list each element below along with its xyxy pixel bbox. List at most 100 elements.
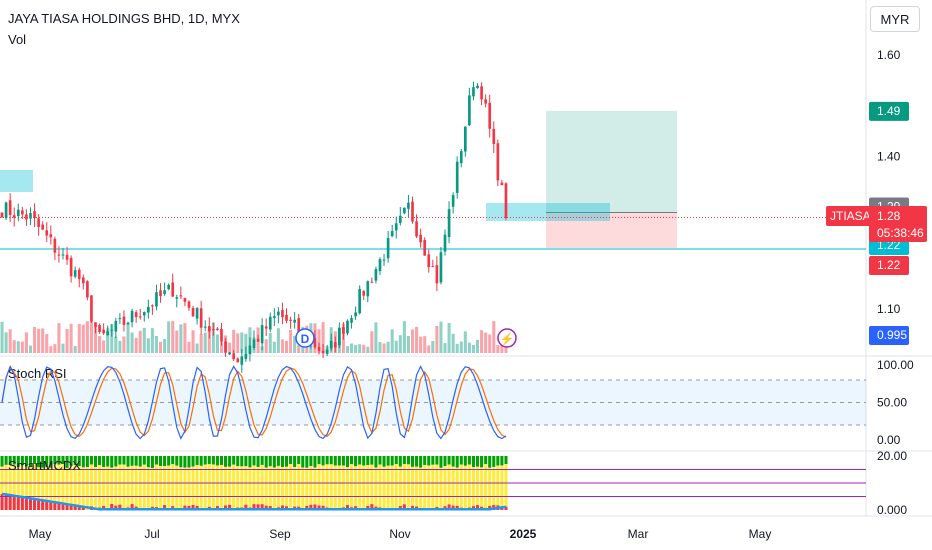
- candle-body: [106, 331, 110, 336]
- stoch-tick-label: 0.00: [877, 433, 901, 447]
- mcdx-bar-green: [207, 456, 211, 465]
- mcdx-bar-green: [20, 456, 24, 466]
- mcdx-bar-green: [398, 456, 402, 467]
- candle-body: [134, 312, 138, 318]
- mcdx-bar-green: [455, 456, 459, 468]
- mcdx-bar-yellow: [154, 464, 158, 510]
- mcdx-bar-yellow: [475, 466, 480, 510]
- mcdx-bar-red: [8, 495, 12, 510]
- mcdx-bar-yellow: [317, 464, 321, 510]
- volume-bar: [102, 340, 106, 353]
- dividend-marker: [295, 328, 315, 348]
- price-badge-label: 1.22: [877, 258, 901, 272]
- volume-bar: [207, 326, 211, 353]
- mcdx-bar-green: [81, 456, 85, 468]
- mcdx-bar-yellow: [146, 467, 150, 510]
- volume-bar: [431, 341, 435, 353]
- candle-body: [25, 214, 28, 220]
- mcdx-bar-yellow: [69, 465, 73, 510]
- volume-bar: [293, 335, 297, 353]
- candle-body: [390, 231, 394, 237]
- mcdx-bar-red: [504, 506, 508, 510]
- volume-bar: [142, 327, 146, 353]
- volume-bar: [366, 346, 370, 353]
- mcdx-bar-red: [130, 504, 134, 510]
- volume-label[interactable]: Vol: [8, 32, 27, 47]
- candle-body: [277, 311, 280, 316]
- mcdx-bar-yellow: [362, 465, 366, 510]
- mcdx-bar-green: [358, 456, 362, 465]
- volume-bar: [297, 345, 301, 353]
- mcdx-bar-yellow: [183, 467, 187, 510]
- mcdx-bar-yellow: [73, 465, 77, 510]
- mcdx-bar-yellow: [0, 466, 4, 510]
- mcdx-bar-green: [443, 456, 447, 467]
- mcdx-bar-green: [504, 456, 508, 465]
- volume-bar: [28, 345, 33, 353]
- volume-bar: [480, 330, 484, 353]
- mcdx-bar-green: [73, 456, 77, 466]
- mcdx-bar-green: [142, 456, 146, 465]
- symbol-title[interactable]: JAYA TIASA HOLDINGS BHD, 1D, MYX: [8, 11, 240, 26]
- candle-body: [285, 314, 288, 321]
- symbol-tag: [826, 206, 870, 226]
- mcdx-bar-green: [293, 456, 297, 468]
- mcdx-bar-yellow: [463, 465, 467, 510]
- mcdx-bar-yellow: [195, 465, 199, 510]
- mcdx-bar-yellow: [488, 467, 492, 510]
- mcdx-bar-green: [146, 456, 150, 468]
- mcdx-bar-red: [260, 504, 264, 510]
- mcdx-bar-yellow: [394, 464, 398, 510]
- mcdx-bar-green: [276, 456, 280, 466]
- mcdx-bar-green: [179, 456, 183, 468]
- mcdx-bar-green: [321, 456, 325, 466]
- volume-bar: [289, 329, 293, 353]
- candle-body: [447, 209, 451, 238]
- mcdx-bar-green: [138, 456, 142, 467]
- candle-body: [338, 327, 341, 346]
- mcdx-bar-green: [106, 456, 110, 467]
- volume-bar: [85, 321, 89, 353]
- candle-body: [370, 281, 374, 283]
- mcdx-bar-red: [244, 504, 248, 510]
- candle-body: [21, 210, 24, 215]
- mcdx-bar-yellow: [28, 467, 33, 510]
- volume-bar: [126, 323, 130, 353]
- candle-body: [256, 338, 260, 342]
- mcdx-bar-yellow: [260, 464, 264, 510]
- mcdx-bar-green: [89, 456, 93, 465]
- mcdx-bar-yellow: [272, 467, 276, 510]
- volume-bar: [382, 343, 386, 353]
- candle-body: [12, 215, 16, 218]
- mcdx-bar-green: [12, 456, 16, 465]
- mcdx-bar-yellow: [232, 464, 236, 510]
- volume-bar: [345, 346, 350, 353]
- candle-body: [212, 329, 215, 331]
- candle-body: [313, 337, 317, 348]
- candle-body: [354, 312, 357, 317]
- mcdx-bar-green: [410, 456, 415, 467]
- candle-body: [147, 306, 150, 313]
- volume-bar: [53, 344, 57, 353]
- candle-body: [33, 211, 36, 219]
- mcdx-bar-green: [199, 456, 203, 466]
- candle-body: [207, 326, 211, 332]
- candle-body: [431, 266, 435, 268]
- split-marker: [497, 328, 517, 348]
- currency-button[interactable]: MYR: [870, 6, 920, 32]
- mcdx-bar-green: [309, 456, 313, 467]
- mcdx-bar-green: [350, 456, 354, 465]
- mcdx-bar-yellow: [142, 464, 146, 510]
- mcdx-bar-red: [110, 504, 114, 510]
- volume-bar: [191, 330, 195, 353]
- volume-bar: [8, 329, 12, 353]
- mcdx-bar-yellow: [61, 464, 65, 510]
- mcdx-bar-green: [98, 456, 102, 466]
- mcdx-bar-yellow: [325, 464, 329, 510]
- volume-bar: [484, 332, 488, 353]
- mcdx-bar-yellow: [41, 467, 45, 510]
- mcdx-bar-red: [12, 495, 16, 510]
- volume-bar: [228, 342, 232, 353]
- volume-bar: [427, 345, 431, 353]
